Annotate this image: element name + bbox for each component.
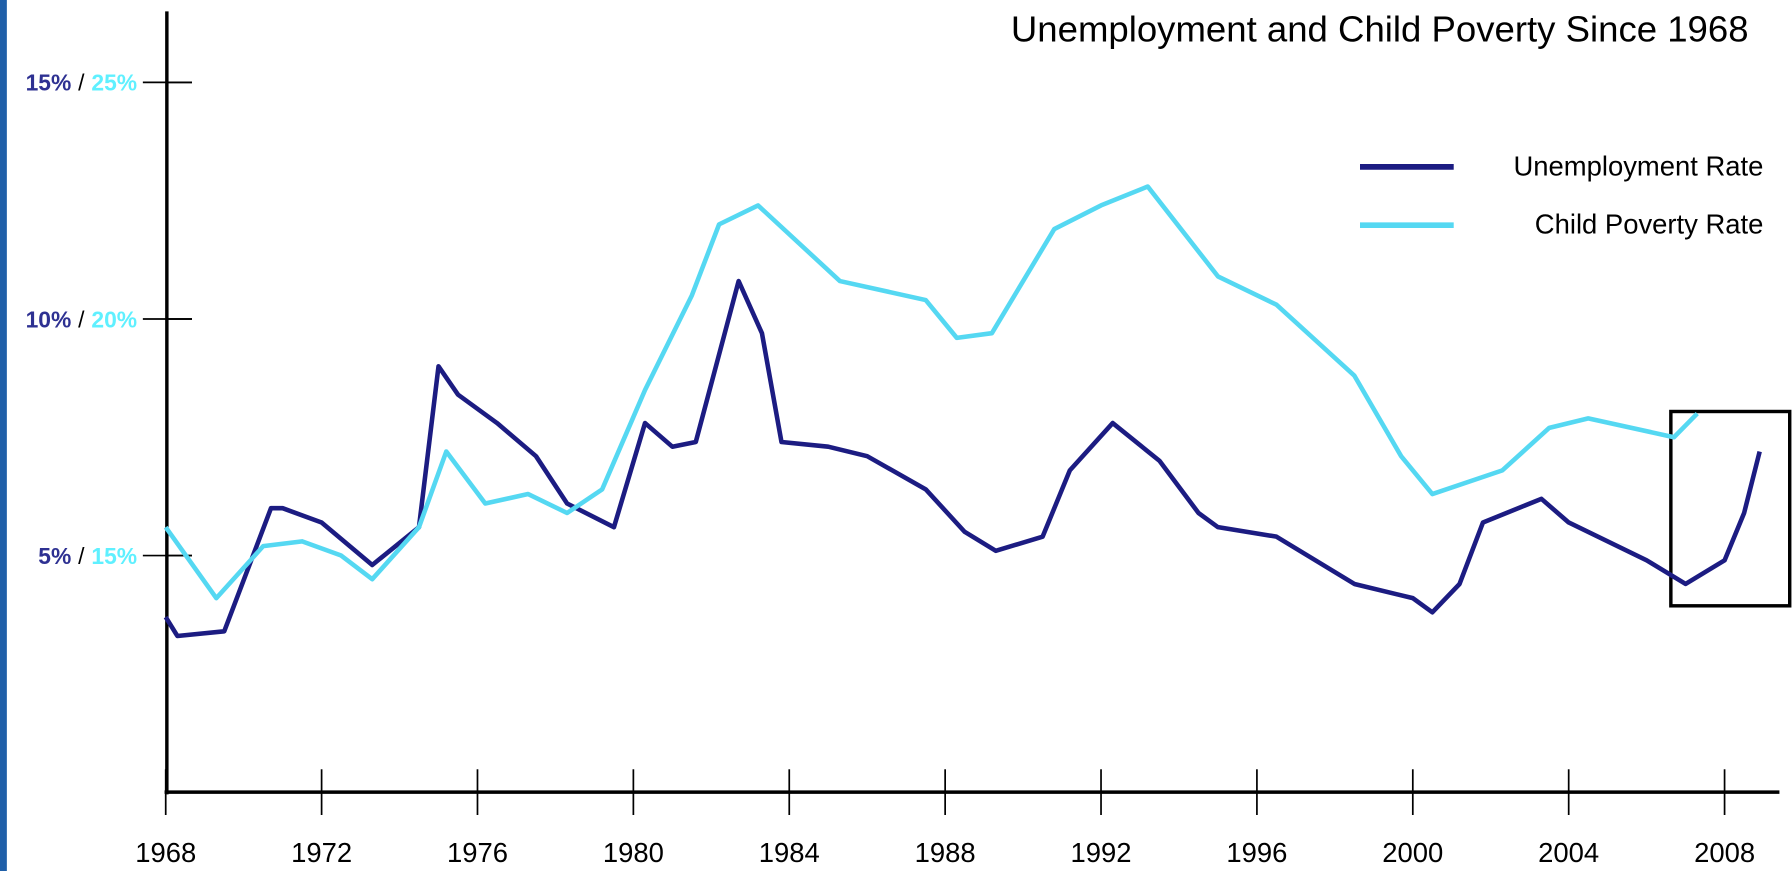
- chart-title: Unemployment and Child Poverty Since 196…: [1011, 9, 1749, 50]
- x-tick-label: 2004: [1538, 837, 1599, 868]
- y2-tick-label: 20%: [91, 306, 137, 332]
- x-tick-label: 1988: [915, 837, 976, 868]
- legend-label: Child Poverty Rate: [1535, 209, 1764, 240]
- tick-separator: /: [78, 70, 85, 96]
- left-border: [0, 0, 7, 871]
- x-tick-label: 1972: [291, 837, 352, 868]
- x-tick-label: 1968: [135, 837, 196, 868]
- y-tick-label-left: 15%: [26, 70, 72, 96]
- y-tick-label-left: 5%: [38, 543, 71, 569]
- x-tick-label: 2000: [1382, 837, 1443, 868]
- series-line: [163, 278, 1762, 639]
- tick-separator: /: [78, 306, 85, 332]
- series-line: [163, 184, 1699, 601]
- highlight-box: [1669, 409, 1792, 608]
- y-tick-label-left: 10%: [26, 306, 72, 332]
- tick-separator: /: [78, 543, 85, 569]
- y-tick-label: 15%/25%: [26, 70, 138, 96]
- x-tick-label: 1984: [759, 837, 820, 868]
- y-tick-label: 10%/20%: [26, 306, 138, 332]
- x-tick-label: 1980: [603, 837, 664, 868]
- legend-label: Unemployment Rate: [1513, 150, 1763, 181]
- x-tick-label: 2008: [1694, 837, 1755, 868]
- x-tick-label: 1992: [1071, 837, 1132, 868]
- x-tick-label: 1976: [447, 837, 508, 868]
- y2-tick-label: 15%: [91, 543, 137, 569]
- y-tick-label: 5% /15%: [38, 543, 137, 569]
- y2-tick-label: 25%: [91, 70, 137, 96]
- x-tick-label: 1996: [1226, 837, 1287, 868]
